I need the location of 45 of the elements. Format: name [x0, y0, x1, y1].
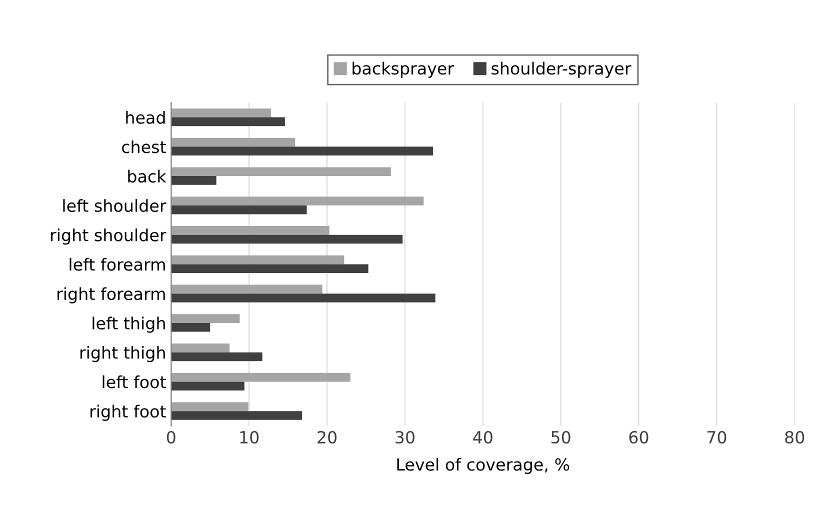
bar — [171, 117, 285, 126]
x-tick-label: 70 — [707, 430, 726, 444]
bar — [171, 402, 248, 412]
bar — [171, 344, 230, 352]
bar — [171, 226, 330, 235]
bar — [171, 108, 271, 118]
y-tick-label: right foot — [90, 404, 166, 421]
x-tick-label: 40 — [473, 430, 492, 444]
bar — [171, 372, 350, 382]
x-tick-label: 20 — [318, 430, 337, 444]
x-axis-title: Level of coverage, % — [397, 458, 570, 474]
y-tick-label: back — [128, 170, 166, 183]
bar — [171, 176, 216, 185]
bar — [171, 167, 391, 176]
bar — [171, 255, 344, 264]
y-tick-label: left thigh — [92, 316, 165, 333]
bar — [171, 146, 434, 156]
y-tick-label: left forearm — [70, 258, 165, 271]
x-tick-label: 60 — [629, 430, 648, 444]
x-tick-label: 30 — [396, 430, 414, 444]
bar — [171, 138, 296, 147]
bar — [171, 352, 262, 362]
x-tick-label: 10 — [240, 430, 259, 444]
x-tick-label: 80 — [785, 430, 804, 444]
bar — [171, 264, 368, 274]
bar — [171, 322, 210, 332]
y-tick-label: left shoulder — [63, 199, 166, 212]
y-tick-label: right forearm — [58, 287, 165, 304]
x-tick-label: 0 — [166, 430, 176, 444]
y-tick-label: right thigh — [80, 346, 165, 362]
bar — [171, 314, 240, 323]
y-tick-label: left foot — [102, 375, 166, 388]
bar — [171, 382, 244, 391]
y-tick-label: chest — [122, 140, 166, 154]
bar — [171, 284, 322, 294]
bar — [171, 205, 307, 214]
y-tick-label: head — [126, 110, 165, 124]
legend-label: backsprayer — [352, 62, 454, 78]
y-tick-label: right shoulder — [51, 228, 166, 245]
legend-label: shoulder-sprayer — [492, 62, 632, 78]
bar — [171, 294, 436, 302]
bar — [171, 411, 302, 420]
bar — [171, 234, 403, 244]
x-tick-label: 50 — [552, 430, 570, 444]
bar — [171, 196, 424, 206]
